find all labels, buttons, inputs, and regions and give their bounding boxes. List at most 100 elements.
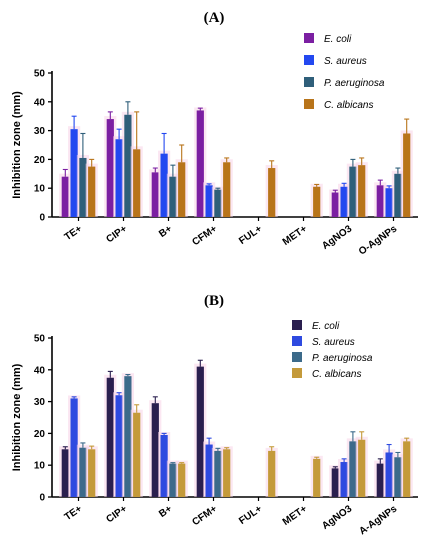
- category-label: CFM+: [190, 503, 219, 528]
- bar-a-3-1: [205, 185, 213, 217]
- category-label: MET+: [281, 223, 310, 248]
- bar-b-0-0: [61, 449, 69, 497]
- bar-b-2-0: [151, 403, 159, 497]
- bar-b-1-3: [133, 412, 141, 497]
- bar-a-7-2: [394, 173, 402, 217]
- legend-swatch: [292, 336, 302, 346]
- bar-a-2-1: [160, 153, 168, 217]
- category-label: CIP+: [104, 223, 129, 245]
- bar-a-3-3: [223, 162, 231, 217]
- legend-label: E. coli: [324, 34, 352, 45]
- bar-a-0-1: [70, 129, 78, 217]
- y-tick-label: 0: [39, 493, 45, 504]
- y-tick-label: 50: [34, 69, 46, 80]
- category-label: TE+: [63, 503, 85, 523]
- bar-b-1-0: [106, 377, 114, 497]
- legend-swatch: [304, 77, 314, 87]
- bar-a-3-2: [214, 189, 222, 217]
- bar-b-0-3: [88, 449, 96, 497]
- bar-b-6-3: [358, 439, 366, 497]
- legend-swatch: [292, 368, 302, 378]
- category-label: FUL+: [237, 223, 264, 247]
- bar-b-4-3: [268, 450, 276, 497]
- category-label: B+: [157, 223, 174, 240]
- category-label: TE+: [63, 223, 85, 243]
- legend-label: P. aeruginosa: [312, 353, 373, 364]
- bar-b-3-1: [205, 444, 213, 497]
- bar-a-1-1: [115, 139, 123, 217]
- bar-a-7-1: [385, 188, 393, 217]
- legend-swatch: [304, 55, 314, 65]
- bar-a-5-3: [313, 186, 321, 217]
- bar-b-2-1: [160, 434, 168, 497]
- bar-a-3-0: [196, 110, 204, 217]
- bar-a-2-2: [169, 176, 177, 217]
- bar-b-6-2: [349, 441, 357, 497]
- legend-label: S. aureus: [312, 337, 355, 348]
- legend-label: S. aureus: [324, 56, 367, 67]
- bar-b-2-3: [178, 463, 186, 497]
- y-axis-title: Inhibition zone (mm): [11, 91, 23, 199]
- y-tick-label: 30: [34, 397, 46, 408]
- legend-label: C. albicans: [324, 100, 373, 111]
- category-label: AgNO3: [320, 503, 354, 532]
- legend-label: E. coli: [312, 321, 340, 332]
- bar-a-0-2: [79, 157, 87, 217]
- bar-b-3-2: [214, 450, 222, 497]
- y-tick-label: 40: [34, 97, 46, 108]
- category-label: A-AgNPs: [357, 503, 399, 537]
- y-tick-label: 10: [34, 461, 46, 472]
- legend-label: C. albicans: [312, 369, 361, 380]
- legend-swatch: [304, 99, 314, 109]
- bar-b-2-2: [169, 463, 177, 497]
- legend-swatch: [292, 320, 302, 330]
- bar-b-3-3: [223, 449, 231, 497]
- y-tick-label: 30: [34, 126, 46, 137]
- bar-b-0-2: [79, 447, 87, 497]
- bar-a-4-3: [268, 168, 276, 217]
- category-label: O-AgNPs: [357, 223, 400, 257]
- bar-b-3-0: [196, 366, 204, 497]
- bar-b-5-3: [313, 458, 321, 497]
- chart-panel-b: (B) Inhibition zone (mm) 0 10 20 30 40 50 TE+ CIP…: [11, 293, 418, 537]
- category-label: AgNO3: [320, 223, 354, 252]
- bar-a-6-3: [358, 165, 366, 217]
- legend-swatch: [292, 352, 302, 362]
- y-tick-label: 50: [34, 334, 46, 345]
- category-label: B+: [157, 503, 174, 520]
- chart-panel-a: (A) Inhibition zone (mm) 0 10 20 30 40 50 TE+ CIP…: [11, 10, 418, 258]
- bar-b-7-2: [394, 457, 402, 497]
- bar-a-2-3: [178, 162, 186, 217]
- category-label: MET+: [281, 503, 310, 528]
- bar-b-1-1: [115, 395, 123, 497]
- bar-a-7-0: [376, 185, 384, 217]
- bar-a-0-3: [88, 166, 96, 217]
- bar-b-7-0: [376, 463, 384, 497]
- bar-a-1-3: [133, 149, 141, 217]
- bar-a-1-0: [106, 119, 114, 217]
- bar-a-0-0: [61, 176, 69, 217]
- category-label: CFM+: [190, 223, 219, 248]
- bar-a-6-2: [349, 166, 357, 217]
- bar-a-2-0: [151, 172, 159, 217]
- legend-label: P. aeruginosa: [324, 78, 385, 89]
- bar-b-7-3: [403, 441, 411, 497]
- bar-a-6-0: [331, 192, 339, 217]
- bar-a-7-3: [403, 133, 411, 217]
- bar-b-1-2: [124, 376, 132, 497]
- bar-b-6-1: [340, 462, 348, 497]
- y-tick-label: 0: [39, 213, 45, 224]
- bar-b-7-1: [385, 452, 393, 497]
- y-tick-label: 20: [34, 429, 46, 440]
- y-tick-label: 40: [34, 365, 46, 376]
- panel-title-b: (B): [204, 293, 224, 309]
- bar-a-1-2: [124, 114, 132, 217]
- bar-a-6-1: [340, 186, 348, 217]
- y-axis-title: Inhibition zone (mm): [11, 363, 23, 471]
- legend-swatch: [304, 33, 314, 43]
- category-label: FUL+: [237, 503, 264, 527]
- bar-b-0-1: [70, 398, 78, 497]
- bar-b-6-0: [331, 468, 339, 497]
- y-tick-label: 20: [34, 155, 46, 166]
